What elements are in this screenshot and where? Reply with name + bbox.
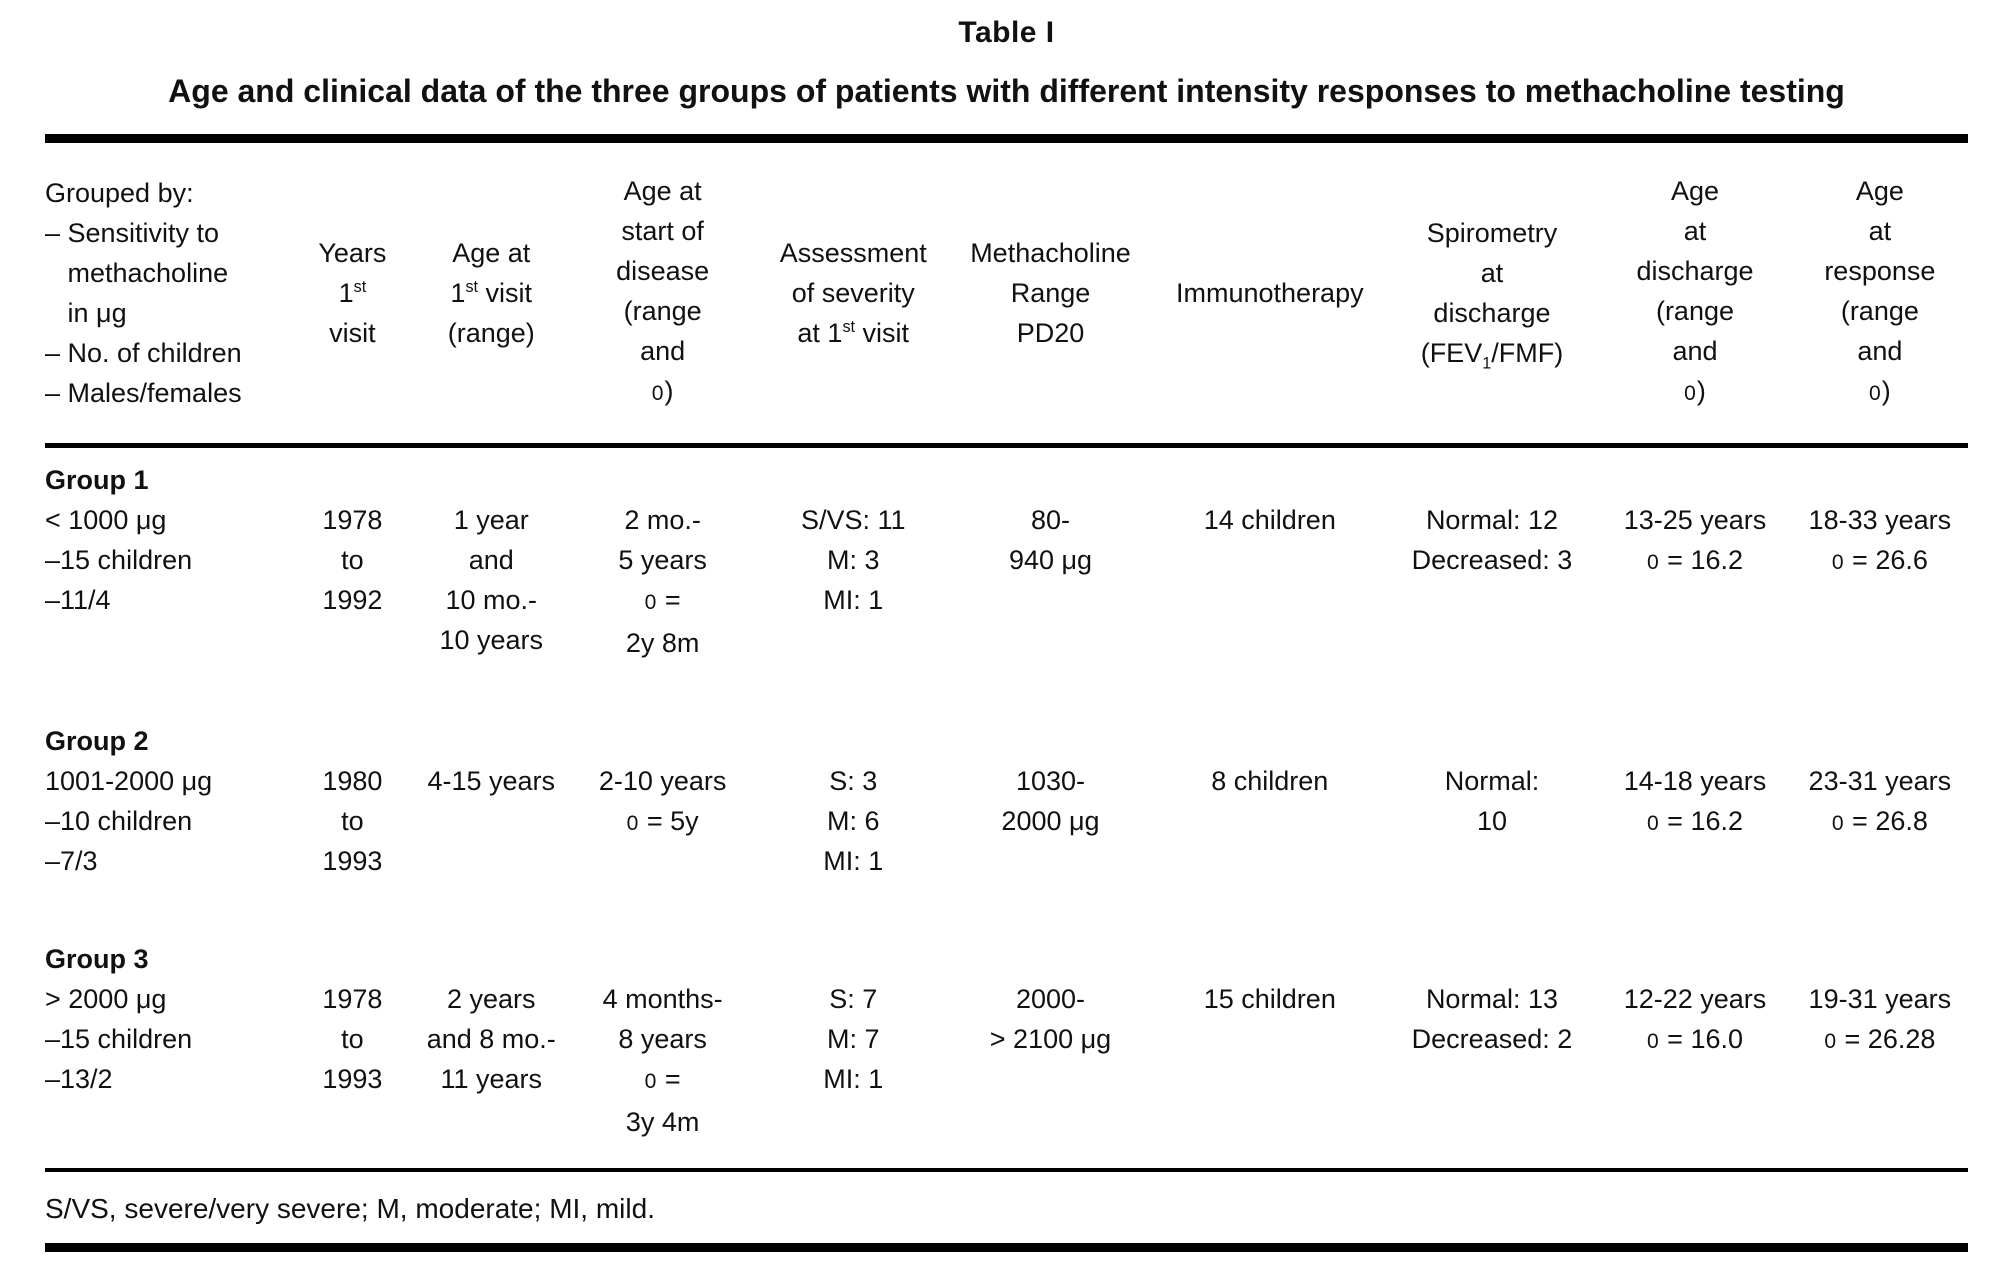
table-cell-group-2-age-response: 23-31 years 0 = 26.8: [1808, 765, 1952, 836]
top-rule: [45, 133, 1968, 143]
table-cell-group-2-age-discharge: 14-18 years 0 = 16.2: [1623, 765, 1767, 836]
table-cell-group-1-spirometry: Normal: 12 Decreased: 3: [1411, 504, 1573, 575]
column-header-spirometry: Spirometry at discharge (FEV1/FMF): [1385, 142, 1599, 448]
column-header-immunotherapy: Immunotherapy: [1153, 142, 1386, 448]
table-cell-group-2-spirometry: Normal: 10: [1444, 765, 1540, 836]
table-cell-group-2-methacholine-range: 1030- 2000 μg: [1001, 765, 1100, 836]
table-cell-group-1-age-first-visit: 1 year and 10 mo.- 10 years: [439, 504, 544, 655]
table-cell-group-3-immunotherapy: 15 children: [1203, 983, 1336, 1014]
table-row-group-3: Group 3 > 2000 μg –15 children –13/2 1978 to 1…: [45, 927, 1968, 1168]
table-cell-group-3-age-discharge: 12-22 years 0 = 16.0: [1623, 983, 1767, 1054]
table-cell-group-2-age-start-disease: 2-10 years 0 = 5y: [598, 765, 727, 836]
column-header-grouped-by: Grouped by: – Sensitivity to methacholine…: [45, 142, 289, 448]
table-cell-group-3-grouped-by: Group 3 > 2000 μg –15 children –13/2: [45, 943, 193, 1094]
table-cell-group-2-age-first-visit: 4-15 years: [427, 765, 556, 796]
column-header-age-response: Age at response (range and 0): [1791, 142, 1968, 448]
table-cell-group-2-grouped-by: Group 2 1001-2000 μg –10 children –7/3: [45, 725, 213, 876]
table-cell-group-1-severity: S/VS: 11 M: 3 MI: 1: [800, 504, 906, 615]
table-cell-group-3-severity: S: 7 M: 7 MI: 1: [823, 983, 884, 1094]
table-cell-group-3-age-first-visit: 2 years and 8 mo.- 11 years: [426, 983, 556, 1094]
table-cell-group-3-spirometry: Normal: 13 Decreased: 2: [1411, 983, 1573, 1054]
document-page: Table I Age and clinical data of the thr…: [0, 16, 2013, 1270]
column-header-age-discharge: Age at discharge (range and 0): [1598, 142, 1792, 448]
table-cell-group-3-age-start-disease: 4 months- 8 years 0 = 3y 4m: [602, 983, 723, 1137]
table-cell-group-1-age-start-disease: 2 mo.- 5 years 0 = 2y 8m: [618, 504, 707, 658]
table-row-group-1: Group 1 < 1000 μg –15 children –11/4 1978 to 1…: [45, 445, 1968, 709]
table-cell-group-1-methacholine-range: 80- 940 μg: [1008, 504, 1093, 575]
table-cell-group-3-years-first-visit: 1978 to 1993: [322, 983, 383, 1094]
table-cell-group-1-immunotherapy: 14 children: [1203, 504, 1336, 535]
table-cell-group-3-age-response: 19-31 years 0 = 26.28: [1808, 983, 1952, 1054]
bottom-rule: [45, 1243, 1968, 1253]
data-table: Grouped by: – Sensitivity to methacholine…: [45, 142, 1968, 1168]
table-cell-group-2-severity: S: 3 M: 6 MI: 1: [823, 765, 884, 876]
table-row-group-2: Group 2 1001-2000 μg –10 children –7/3 1980 t…: [45, 709, 1968, 927]
table-cell-group-1-grouped-by: Group 1 < 1000 μg –15 children –11/4: [45, 464, 193, 615]
table-cell-group-1-years-first-visit: 1978 to 1992: [322, 504, 383, 615]
column-header-age-first-visit: Age at 1st visit (range): [416, 142, 566, 448]
footnote-rule: [45, 1167, 1968, 1172]
header-row: Grouped by: – Sensitivity to methacholine…: [45, 142, 1968, 448]
table-cell-group-2-years-first-visit: 1980 to 1993: [322, 765, 383, 876]
table-cell-group-1-age-discharge: 13-25 years 0 = 16.2: [1623, 504, 1767, 575]
table-footnote: S/VS, severe/very severe; M, moderate; M…: [45, 1192, 655, 1224]
table-cell-group-2-immunotherapy: 8 children: [1211, 765, 1329, 796]
column-header-severity: Assessment of severity at 1st visit: [759, 142, 948, 448]
column-header-years-first-visit: Years 1st visit: [288, 142, 417, 448]
table-cell-group-1-age-response: 18-33 years 0 = 26.6: [1808, 504, 1952, 575]
column-header-age-start-disease: Age at start of disease (range and 0): [565, 142, 760, 448]
table-caption: Age and clinical data of the three group…: [168, 73, 1845, 109]
table-label: Table I: [958, 16, 1055, 49]
table-cell-group-3-methacholine-range: 2000- > 2100 μg: [989, 983, 1112, 1054]
column-header-methacholine-range: Methacholine Range PD20: [947, 142, 1154, 448]
